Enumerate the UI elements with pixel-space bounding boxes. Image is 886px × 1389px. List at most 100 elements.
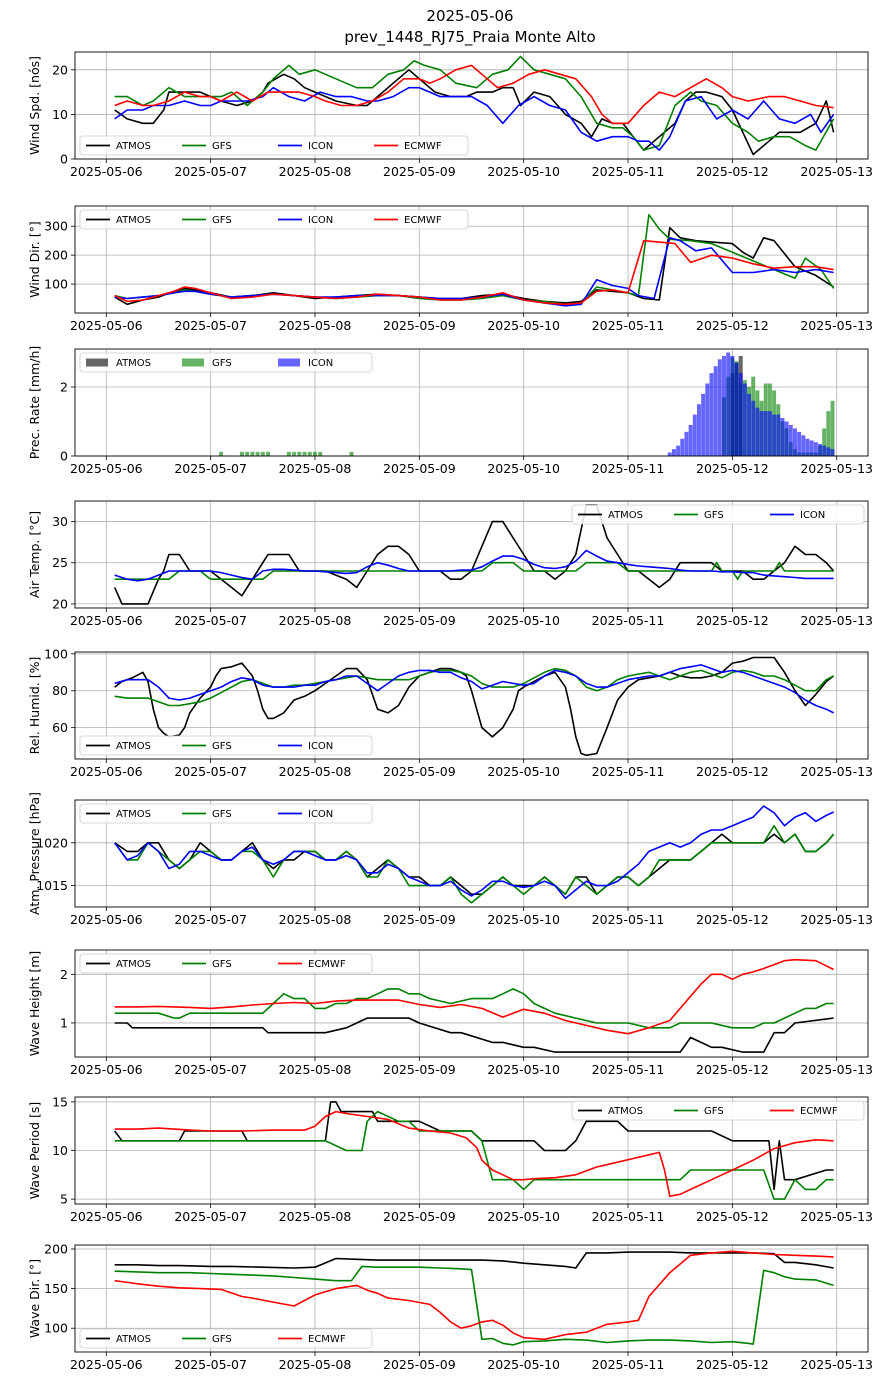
bar: [667, 452, 672, 456]
x-tick-label: 2025-05-12: [696, 1062, 769, 1077]
x-tick-label: 2025-05-11: [592, 1357, 665, 1372]
x-tick-label: 2025-05-10: [487, 1357, 560, 1372]
x-tick-label: 2025-05-06: [70, 1357, 143, 1372]
series-line-icon: [114, 549, 834, 582]
legend-label: ATMOS: [608, 510, 643, 521]
legend-label: ATMOS: [116, 959, 151, 970]
legend-label: GFS: [212, 141, 232, 152]
axes-frame: [74, 651, 869, 760]
panel-8: 2025-05-06 2025-05-07 2025-05-08 2025-05-09…: [27, 1094, 873, 1224]
bar: [313, 451, 317, 456]
title-location: prev_1448_RJ75_Praia Monte Alto: [344, 28, 596, 46]
bar: [318, 451, 323, 456]
x-tick-label: 2025-05-06: [70, 1209, 143, 1224]
bar: [250, 451, 255, 456]
y-tick-label: 100: [44, 1321, 68, 1336]
series-line-gfs: [114, 988, 834, 1029]
y-tick-label: 15: [52, 1094, 68, 1109]
x-tick-label: 2025-05-09: [383, 164, 456, 179]
legend-label: GFS: [212, 959, 232, 970]
x-tick-label: 2025-05-13: [800, 912, 873, 927]
y-axis-label: Wave Period [s]: [27, 1102, 42, 1200]
series-line-ecmwf: [114, 1110, 834, 1197]
legend-label: ECMWF: [308, 959, 346, 970]
legend-frame: [79, 735, 373, 756]
series-line-ecmwf: [114, 1250, 834, 1341]
x-tick-label: 2025-05-10: [487, 613, 560, 628]
bar: [705, 383, 710, 456]
legend-frame: [79, 1328, 373, 1349]
axes-frame: [74, 1244, 869, 1353]
y-tick-label: 30: [52, 514, 68, 529]
x-tick-label: 2025-05-10: [487, 318, 560, 333]
legend-label: GFS: [212, 809, 232, 820]
x-tick-label: 2025-05-06: [70, 461, 143, 476]
x-tick-label: 2025-05-07: [174, 1357, 247, 1372]
series-line-atmos: [114, 69, 835, 156]
y-tick-label: 20: [52, 62, 68, 77]
y-axis-label: Air Temp. [°C]: [27, 511, 42, 598]
y-axis-label: Wave Dir. [°]: [27, 1259, 42, 1338]
x-tick-label: 2025-05-07: [174, 1209, 247, 1224]
x-tick-label: 2025-05-12: [696, 613, 769, 628]
bar: [297, 451, 302, 456]
panel-6: 2025-05-06 2025-05-07 2025-05-08 2025-05-09…: [27, 792, 873, 927]
bar: [730, 355, 735, 456]
legend-frame: [79, 209, 469, 230]
legend-label: ATMOS: [116, 1334, 151, 1345]
bar: [755, 407, 760, 456]
panel-3: 2025-05-06 2025-05-07 2025-05-08 2025-05-09…: [27, 346, 873, 476]
x-tick-label: 2025-05-12: [696, 164, 769, 179]
plot-area: [114, 1101, 834, 1200]
x-tick-label: 2025-05-10: [487, 764, 560, 779]
x-tick-label: 2025-05-07: [174, 164, 247, 179]
series-line-gfs: [114, 1265, 834, 1346]
x-tick-label: 2025-05-13: [800, 1357, 873, 1372]
legend: ATMOS GFS ICON ECMWF: [79, 135, 469, 156]
y-tick-label: 0: [60, 449, 68, 464]
title-date: 2025-05-06: [426, 7, 514, 25]
x-tick-label: 2025-05-08: [279, 164, 352, 179]
series-line-icon: [114, 805, 834, 900]
legend-frame: [571, 504, 865, 525]
x-tick-label: 2025-05-08: [279, 1062, 352, 1077]
bar: [717, 359, 722, 456]
y-tick-label: 5: [60, 1192, 68, 1207]
y-tick-label: 300: [44, 219, 68, 234]
axes-frame: [74, 1096, 869, 1205]
x-tick-label: 2025-05-12: [696, 764, 769, 779]
bar: [772, 414, 777, 456]
bar: [726, 352, 731, 456]
x-tick-label: 2025-05-08: [279, 912, 352, 927]
legend: ATMOS GFS ICON ECMWF: [79, 209, 469, 230]
legend-label: ICON: [308, 141, 333, 152]
bar: [818, 443, 822, 456]
x-tick-label: 2025-05-12: [696, 318, 769, 333]
bar: [792, 428, 797, 456]
series-line-gfs: [114, 561, 834, 580]
x-tick-label: 2025-05-08: [279, 764, 352, 779]
x-tick-label: 2025-05-13: [800, 318, 873, 333]
bar: [734, 362, 739, 456]
x-tick-label: 2025-05-10: [487, 164, 560, 179]
y-tick-label: 2: [60, 967, 68, 982]
y-tick-label: 150: [44, 1281, 68, 1296]
x-tick-label: 2025-05-09: [383, 764, 456, 779]
plot-area: [114, 55, 835, 156]
plot-area: [113, 504, 835, 605]
x-tick-label: 2025-05-11: [592, 764, 665, 779]
legend: ATMOS GFS ECMWF: [79, 953, 373, 974]
y-tick-label: 0: [60, 152, 68, 167]
bar: [763, 411, 768, 456]
bar: [701, 393, 706, 456]
bar: [696, 404, 701, 456]
bar: [349, 451, 354, 456]
legend-frame: [79, 352, 373, 373]
legend-swatch: [86, 358, 108, 367]
legend: ATMOS GFS ICON: [79, 735, 373, 756]
bar: [307, 451, 312, 456]
legend-label: GFS: [212, 1334, 232, 1345]
bar: [826, 411, 831, 456]
bar: [738, 373, 743, 456]
bar: [255, 451, 260, 456]
